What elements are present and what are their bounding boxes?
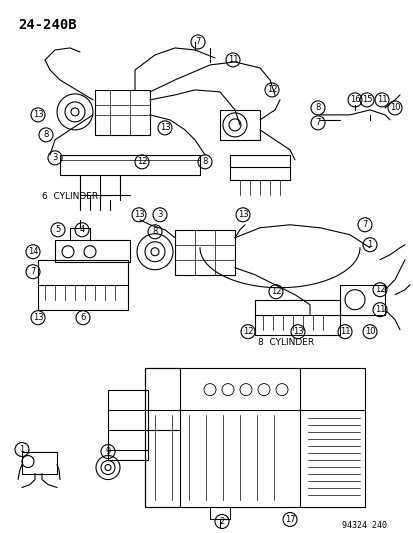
Text: 12: 12 <box>270 287 280 296</box>
Bar <box>145 368 180 507</box>
Text: 3: 3 <box>52 154 57 163</box>
Text: 16: 16 <box>349 95 359 104</box>
Text: 8: 8 <box>202 157 207 166</box>
Text: 11: 11 <box>376 95 386 104</box>
Text: 13: 13 <box>237 211 248 219</box>
Text: 8: 8 <box>43 131 49 139</box>
Bar <box>254 300 339 314</box>
Text: 13: 13 <box>292 327 303 336</box>
Text: 4: 4 <box>79 225 84 235</box>
Text: 8: 8 <box>315 103 320 112</box>
Text: 17: 17 <box>284 515 294 524</box>
Text: 13: 13 <box>33 313 43 322</box>
Text: 14: 14 <box>28 247 38 256</box>
Text: 15: 15 <box>361 95 371 104</box>
Bar <box>230 155 289 167</box>
Text: 8: 8 <box>152 227 157 236</box>
Text: 13: 13 <box>33 110 43 119</box>
Text: 12: 12 <box>374 285 385 294</box>
Bar <box>219 110 259 140</box>
Text: 13: 13 <box>133 211 144 219</box>
Bar <box>95 90 150 135</box>
Text: 7: 7 <box>361 220 367 229</box>
Text: 2: 2 <box>219 517 224 526</box>
Bar <box>55 240 130 262</box>
Text: 12: 12 <box>242 327 253 336</box>
Text: 5: 5 <box>55 225 60 235</box>
Text: 8  CYLINDER: 8 CYLINDER <box>257 338 313 346</box>
Text: 94324 240: 94324 240 <box>341 521 386 530</box>
Text: 1: 1 <box>366 240 372 249</box>
Text: 7: 7 <box>195 37 200 46</box>
Text: 9: 9 <box>105 447 110 456</box>
Text: 10: 10 <box>389 103 399 112</box>
Text: 11: 11 <box>374 305 385 314</box>
Text: 7: 7 <box>30 267 36 276</box>
Bar <box>175 230 235 274</box>
Bar <box>339 285 384 314</box>
Text: 11: 11 <box>339 327 349 336</box>
Text: 7: 7 <box>315 118 320 127</box>
Text: 10: 10 <box>364 327 374 336</box>
Text: 1: 1 <box>19 445 24 454</box>
Text: 24-240B: 24-240B <box>18 18 76 32</box>
Bar <box>108 390 147 459</box>
Text: 3: 3 <box>157 211 162 219</box>
Text: 6  CYLINDER: 6 CYLINDER <box>42 192 98 201</box>
Bar <box>22 451 57 473</box>
Bar <box>145 368 364 507</box>
Text: 6: 6 <box>80 313 85 322</box>
Bar <box>38 260 128 285</box>
Text: 11: 11 <box>227 55 237 64</box>
Text: 13: 13 <box>159 123 170 132</box>
Text: 12: 12 <box>266 85 277 94</box>
Text: 12: 12 <box>136 157 147 166</box>
